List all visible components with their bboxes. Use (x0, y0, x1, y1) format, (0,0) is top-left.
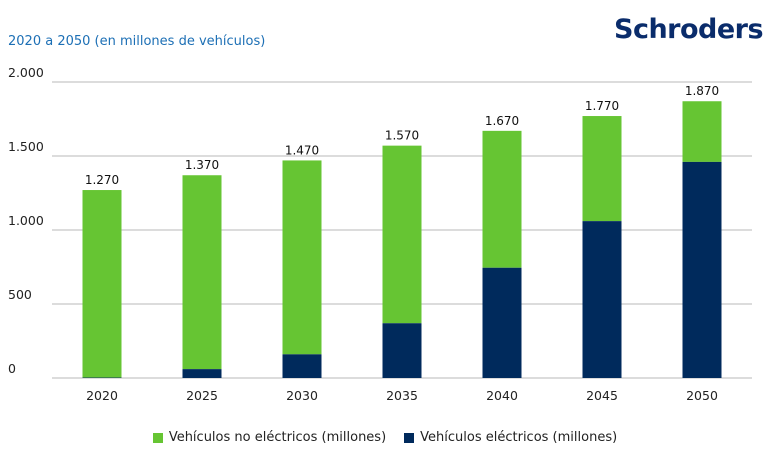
bar-electric (482, 267, 522, 378)
legend-swatch-electric (404, 432, 415, 443)
bar-electric (182, 369, 222, 378)
bar-electric (382, 323, 422, 378)
bar-electric (282, 354, 322, 378)
total-data-label: 1.870 (685, 84, 719, 98)
y-tick-label: 2.000 (8, 65, 44, 80)
bar-electric (682, 161, 722, 378)
legend-item-non-electric: Vehículos no eléctricos (millones) (152, 430, 387, 445)
total-data-label: 1.470 (285, 143, 319, 157)
bar-non-electric (382, 145, 422, 324)
chart-subtitle: 2020 a 2050 (en millones de vehículos) (8, 34, 266, 49)
bar-electric (582, 221, 622, 378)
bar-non-electric (82, 190, 122, 378)
y-tick-label: 1.000 (8, 213, 44, 228)
total-data-label: 1.370 (185, 158, 219, 172)
total-data-label: 1.570 (385, 129, 419, 143)
schroders-logo: Schroders (614, 14, 764, 45)
legend-label: Vehículos eléctricos (millones) (420, 430, 618, 445)
bar-non-electric (682, 101, 722, 162)
total-data-label: 1.270 (85, 173, 119, 187)
x-tick-label: 2025 (186, 388, 218, 403)
bar-non-electric (582, 116, 622, 222)
total-data-label: 1.770 (585, 99, 619, 113)
x-tick-label: 2020 (86, 388, 118, 403)
legend-swatch-non-electric (152, 432, 163, 443)
bar-non-electric (182, 175, 222, 370)
legend-item-electric: Vehículos eléctricos (millones) (404, 430, 617, 445)
x-tick-label: 2040 (486, 388, 518, 403)
y-tick-label: 1.500 (8, 139, 44, 154)
bar-non-electric (482, 130, 522, 268)
legend: Vehículos no eléctricos (millones) Vehíc… (0, 430, 770, 445)
total-data-label: 1.670 (485, 114, 519, 128)
y-tick-label: 0 (8, 361, 16, 376)
x-tick-label: 2030 (286, 388, 318, 403)
y-tick-label: 500 (8, 287, 32, 302)
bar-non-electric (282, 160, 322, 355)
x-tick-label: 2050 (686, 388, 718, 403)
x-tick-label: 2045 (586, 388, 618, 403)
legend-label: Vehículos no eléctricos (millones) (168, 430, 387, 445)
x-tick-label: 2035 (386, 388, 418, 403)
